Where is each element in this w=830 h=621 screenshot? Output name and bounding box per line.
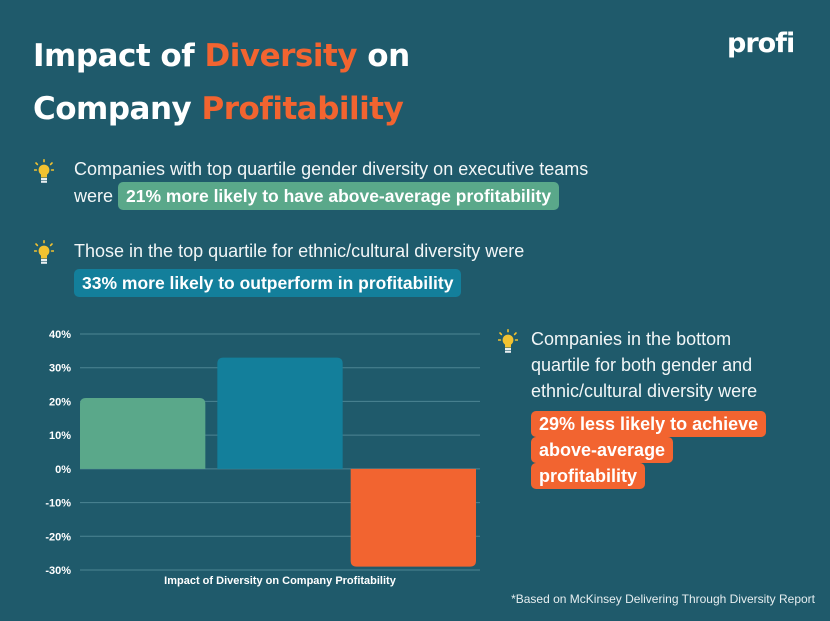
footnote: *Based on McKinsey Delivering Through Di… xyxy=(511,592,815,606)
stat-1-pill: 21% more likely to have above-average pr… xyxy=(118,182,560,210)
stat-3-line-2: quartile for both gender and xyxy=(531,355,753,375)
y-tick-label: 30% xyxy=(49,363,71,375)
stat-3-pill-line-1: 29% less likely to achieve xyxy=(531,411,767,437)
stat-3-line-1: Companies in the bottom xyxy=(531,329,732,349)
y-tick-label: -10% xyxy=(45,498,71,510)
y-tick-label: -20% xyxy=(45,531,71,543)
stat-3-pill-line-2: above-average xyxy=(531,437,674,463)
bar-1 xyxy=(80,398,206,469)
title-highlight-diversity: Diversity xyxy=(204,38,358,74)
chart-bars xyxy=(80,357,476,567)
title-line-2: Company Profitability xyxy=(33,91,404,127)
y-tick-label: 40% xyxy=(49,329,71,341)
lightbulb-icon xyxy=(497,329,519,355)
page-title: Impact of Diversity on Company Profitabi… xyxy=(33,30,410,136)
stat-3: Companies in the bottom quartile for bot… xyxy=(531,326,821,404)
x-axis-label: Impact of Diversity on Company Profitabi… xyxy=(164,575,397,587)
y-tick-label: -30% xyxy=(45,565,71,577)
bar-chart: 40% 30% 20% 10% 0% -10% -20% -30% Impact of Div… xyxy=(45,329,480,587)
lightbulb-icon xyxy=(33,159,55,185)
profi-logo: profi xyxy=(727,28,795,59)
stat-3-line-3: ethnic/cultural diversity were xyxy=(531,381,758,401)
y-tick-label: 20% xyxy=(49,396,71,408)
bar-2 xyxy=(217,357,343,469)
title-highlight-profitability: Profitability xyxy=(201,91,404,127)
lightbulb-icon xyxy=(33,240,55,266)
y-tick-label: 0% xyxy=(55,464,71,476)
title-line-1: Impact of Diversity on xyxy=(33,38,410,74)
stat-1-prefix: were xyxy=(74,186,114,206)
stat-3-pill-line-3: profitability xyxy=(531,463,645,489)
bar-3 xyxy=(350,468,476,567)
y-tick-label: 10% xyxy=(49,430,71,442)
y-axis-ticks: 40% 30% 20% 10% 0% -10% -20% -30% xyxy=(45,329,71,577)
stat-2-line-1: Those in the top quartile for ethnic/cul… xyxy=(74,241,525,261)
stat-1: Companies with top quartile gender diver… xyxy=(74,156,674,210)
stat-1-line-1: Companies with top quartile gender diver… xyxy=(74,159,589,179)
stat-2: Those in the top quartile for ethnic/cul… xyxy=(74,238,674,297)
stat-2-pill: 33% more likely to outperform in profita… xyxy=(74,269,462,297)
